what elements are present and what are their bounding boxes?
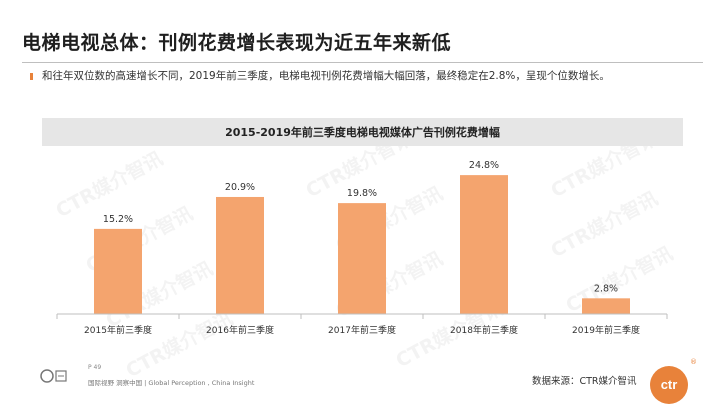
data-label-5: 2.8% bbox=[594, 283, 618, 294]
x-axis-ticks bbox=[56, 314, 668, 319]
bar-5 bbox=[582, 298, 630, 314]
data-label-2: 20.9% bbox=[225, 182, 255, 193]
bar-1 bbox=[94, 228, 142, 314]
page-number: P 49 bbox=[88, 364, 102, 371]
bar-3 bbox=[338, 203, 386, 314]
bars-group bbox=[94, 175, 630, 314]
chart-title-band bbox=[42, 118, 683, 146]
category-label-2: 2016年前三季度 bbox=[206, 324, 274, 336]
category-label-3: 2017年前三季度 bbox=[328, 324, 396, 336]
category-label-1: 2015年前三季度 bbox=[84, 324, 152, 336]
data-labels-group: 15.2% 20.9% 19.8% 24.8% 2.8% bbox=[103, 160, 618, 294]
category-labels-group: 2015年前三季度 2016年前三季度 2017年前三季度 2018年前三季度 2019… bbox=[84, 324, 640, 336]
registered-mark: ® bbox=[690, 358, 697, 366]
data-label-1: 15.2% bbox=[103, 214, 133, 225]
bar-2 bbox=[216, 196, 264, 314]
ctr-logo: ctr bbox=[650, 366, 688, 404]
page-title: 电梯电视总体：刊例花费增长表现为近五年来新低 bbox=[22, 32, 452, 54]
data-label-3: 19.8% bbox=[347, 188, 377, 199]
chart-title: 2015-2019年前三季度电梯电视媒体广告刊例花费增幅 bbox=[225, 126, 500, 139]
data-label-4: 24.8% bbox=[469, 160, 499, 171]
bar-4 bbox=[460, 175, 508, 314]
footer-tagline: 国际视野 洞察中国 | Global Perception , China In… bbox=[88, 379, 255, 387]
page-subtitle: 和往年双位数的高速增长不同，2019年前三季度，电梯电视刊例花费增幅大幅回落，最… bbox=[42, 70, 610, 82]
category-label-5: 2019年前三季度 bbox=[572, 324, 640, 336]
category-label-4: 2018年前三季度 bbox=[450, 324, 518, 336]
bullet-marker bbox=[30, 73, 33, 80]
data-source: 数据来源：CTR媒介智讯 bbox=[532, 376, 637, 387]
certification-logo-icon bbox=[40, 369, 67, 383]
title-divider bbox=[22, 62, 703, 63]
